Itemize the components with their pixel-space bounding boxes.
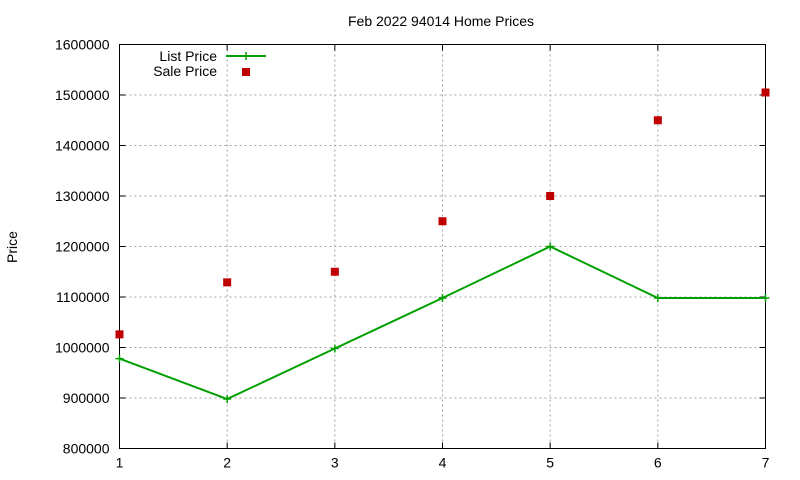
- sale-price-point: [546, 192, 555, 200]
- y-tick-label: 800000: [63, 441, 110, 457]
- sale-price-point: [330, 267, 339, 276]
- y-tick-label: 900000: [63, 390, 110, 406]
- list-price-point: [223, 395, 232, 404]
- legend-label-list-price: List Price: [159, 48, 217, 64]
- sale-price-point: [761, 88, 770, 97]
- y-axis-ticks: 800000 900000 1000000 1100000 1200000 1300000…: [55, 37, 766, 457]
- legend: List Price Sale Price: [153, 48, 266, 79]
- legend-marker-sale-price: [242, 68, 250, 76]
- sale-price-point: [653, 116, 662, 125]
- sale-price-point: [223, 278, 232, 287]
- y-tick-label: 1500000: [55, 87, 110, 103]
- list-price-point: [330, 344, 339, 353]
- y-tick-label: 1300000: [55, 188, 110, 204]
- x-tick-label: 2: [223, 455, 231, 471]
- x-tick-label: 6: [654, 455, 662, 471]
- y-tick-label: 1600000: [55, 37, 110, 53]
- y-tick-label: 1000000: [55, 340, 110, 356]
- x-tick-label: 1: [116, 455, 124, 471]
- list-price-point: [115, 354, 124, 363]
- series-list-price: [115, 242, 770, 404]
- y-axis-label: Price: [4, 231, 20, 263]
- x-tick-label: 7: [762, 455, 770, 471]
- series-sale-price: [115, 88, 770, 339]
- list-price-point: [761, 294, 770, 303]
- sale-price-point: [438, 217, 447, 226]
- list-price-point: [546, 242, 555, 251]
- legend-marker-list-price: [242, 52, 250, 60]
- x-axis-ticks: 1 2 3 4 5 6 7: [116, 44, 770, 471]
- x-tick-label: 5: [546, 455, 554, 471]
- sale-price-point: [115, 330, 124, 339]
- chart-title: Feb 2022 94014 Home Prices: [348, 13, 534, 29]
- y-tick-label: 1100000: [56, 289, 110, 305]
- list-price-point: [438, 294, 447, 303]
- legend-label-sale-price: Sale Price: [153, 63, 217, 79]
- list-price-point: [653, 294, 662, 303]
- x-tick-label: 4: [439, 455, 447, 471]
- x-tick-label: 3: [331, 455, 339, 471]
- series-layer: [115, 88, 770, 404]
- grid-lines: [119, 44, 766, 449]
- y-tick-label: 1200000: [55, 239, 110, 255]
- y-tick-label: 1400000: [55, 138, 110, 154]
